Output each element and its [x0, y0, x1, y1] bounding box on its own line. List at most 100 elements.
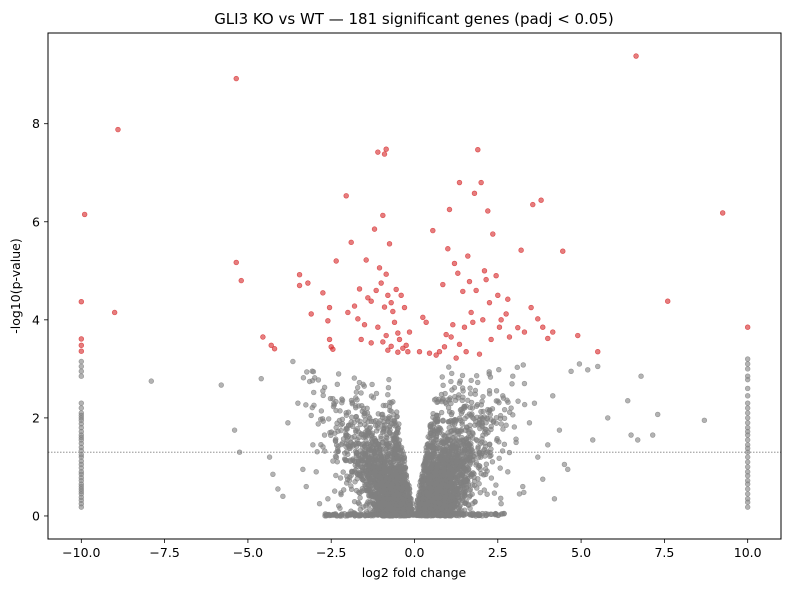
nonsignificant-point: [496, 439, 502, 445]
nonsignificant-point: [457, 511, 463, 517]
nonsignificant-point: [407, 503, 414, 510]
nonsignificant-point: [376, 500, 383, 506]
nonsignificant-point: [393, 422, 399, 428]
nonsignificant-point: [338, 491, 344, 498]
nonsignificant-point: [650, 432, 656, 438]
nonsignificant-point: [744, 473, 751, 479]
nonsignificant-point: [468, 399, 475, 406]
nonsignificant-point: [343, 480, 350, 486]
nonsignificant-point: [394, 430, 400, 436]
nonsignificant-point: [433, 472, 439, 478]
nonsignificant-point: [744, 481, 751, 487]
nonsignificant-point: [377, 418, 383, 424]
significant-point: [719, 210, 726, 216]
nonsignificant-point: [351, 433, 358, 440]
significant-point: [296, 282, 303, 289]
nonsignificant-point: [477, 466, 483, 472]
nonsignificant-point: [744, 356, 751, 362]
significant-point: [381, 151, 388, 157]
nonsignificant-point: [360, 432, 367, 438]
significant-point: [503, 311, 509, 317]
nonsignificant-point: [468, 377, 474, 384]
x-tick-label: 2.5: [488, 545, 508, 560]
significant-point: [371, 226, 378, 232]
nonsignificant-point: [448, 378, 454, 385]
nonsignificant-point: [466, 494, 473, 500]
significant-point: [406, 329, 413, 335]
significant-point: [460, 288, 466, 295]
nonsignificant-point: [356, 472, 363, 479]
nonsignificant-point: [372, 417, 379, 424]
nonsignificant-point: [531, 400, 538, 406]
nonsignificant-point: [488, 446, 494, 452]
significant-point: [470, 319, 476, 325]
nonsignificant-point: [436, 453, 442, 459]
nonsignificant-point: [744, 486, 751, 492]
nonsignificant-point: [333, 472, 339, 479]
significant-point: [333, 258, 339, 264]
nonsignificant-point: [354, 426, 361, 432]
significant-point: [490, 231, 496, 237]
significant-points: [78, 53, 751, 361]
nonsignificant-point: [482, 426, 488, 432]
nonsignificant-point: [470, 453, 476, 459]
significant-point: [381, 304, 388, 310]
nonsignificant-point: [375, 425, 382, 431]
significant-point: [308, 311, 314, 317]
nonsignificant-point: [460, 483, 467, 489]
significant-point: [441, 344, 448, 350]
nonsignificant-point: [449, 494, 456, 501]
nonsignificant-point: [425, 442, 431, 448]
nonsignificant-point: [375, 495, 382, 502]
nonsignificant-point: [370, 463, 376, 470]
nonsignificant-point: [391, 458, 397, 465]
significant-point: [365, 295, 371, 301]
nonsignificant-point: [300, 375, 307, 381]
nonsignificant-point: [327, 395, 334, 402]
nonsignificant-point: [304, 369, 310, 375]
nonsignificant-point: [364, 427, 370, 434]
nonsignificant-point: [378, 456, 384, 462]
nonsignificant-point: [513, 439, 519, 446]
nonsignificant-point: [442, 390, 448, 397]
significant-point: [388, 299, 394, 306]
nonsignificant-point: [483, 461, 490, 467]
significant-point: [595, 349, 601, 355]
nonsignificant-point: [459, 385, 466, 391]
nonsignificant-point: [419, 496, 426, 502]
nonsignificant-point: [364, 488, 370, 494]
nonsignificant-point: [368, 433, 375, 439]
nonsignificant-point: [435, 398, 441, 405]
significant-point: [385, 292, 391, 299]
significant-point: [486, 299, 493, 306]
nonsignificant-point: [427, 484, 433, 491]
nonsignificant-point: [744, 415, 751, 421]
nonsignificant-point: [367, 415, 373, 421]
significant-point: [388, 343, 394, 350]
significant-point: [575, 332, 581, 339]
significant-point: [403, 342, 409, 349]
nonsignificant-point: [384, 426, 390, 432]
nonsignificant-point: [459, 397, 466, 404]
nonsignificant-point: [316, 501, 323, 507]
significant-point: [506, 334, 513, 340]
nonsignificant-point: [318, 441, 324, 448]
nonsignificant-point: [450, 470, 457, 476]
nonsignificant-point: [449, 440, 456, 446]
x-tick-label: 5.0: [571, 545, 591, 560]
nonsignificant-point: [358, 390, 364, 396]
nonsignificant-point: [489, 459, 496, 465]
significant-point: [540, 324, 546, 330]
nonsignificant-point: [231, 427, 238, 433]
nonsignificant-point: [480, 432, 486, 439]
nonsignificant-point: [638, 373, 644, 379]
nonsignificant-point: [635, 437, 641, 443]
nonsignificant-point: [359, 464, 366, 471]
significant-point: [483, 276, 489, 283]
nonsignificant-point: [353, 395, 359, 401]
nonsignificant-point: [355, 384, 361, 391]
significant-point: [393, 286, 399, 293]
significant-point: [445, 246, 451, 252]
nonsignificant-point: [386, 447, 392, 454]
nonsignificant-point: [367, 460, 373, 466]
